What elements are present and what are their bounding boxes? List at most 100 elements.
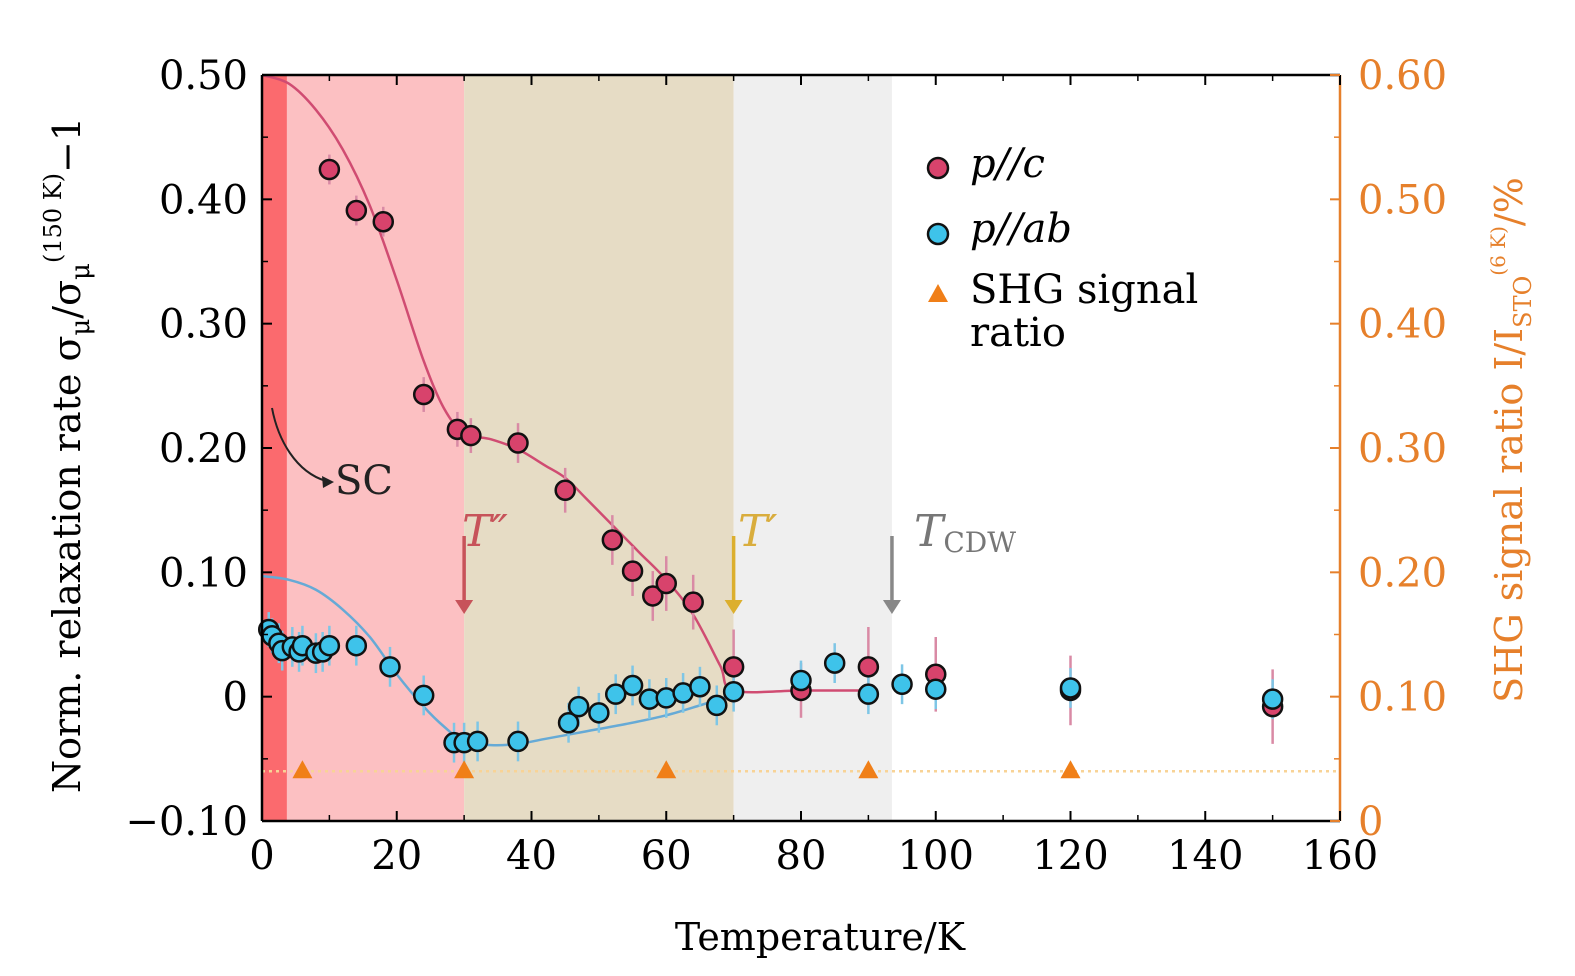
point-p-ab-34 [1261, 688, 1284, 710]
legend: p//c p//ab SHG signal ratio [926, 141, 1198, 356]
y-label-sup2: (150 K) [39, 173, 67, 263]
sc-label: SC [335, 458, 393, 504]
shg-point-2 [656, 760, 677, 779]
y-tick-label-5: 0.40 [159, 177, 248, 223]
point-p-c-7 [554, 479, 576, 502]
point-p-c-0 [318, 158, 341, 181]
point-p-ab-15 [466, 730, 489, 753]
shg-point-3 [858, 760, 879, 779]
point-p-c-3 [412, 383, 435, 406]
point-p-ab-27 [722, 680, 745, 703]
y-tick-label-3: 0.20 [159, 426, 248, 472]
point-p-ab-29 [823, 652, 846, 674]
point-p-c-12 [682, 591, 704, 613]
shg-point-4 [1060, 760, 1081, 779]
y2-tick-label-1: 0.10 [1358, 675, 1447, 721]
x-tick-label-6: 120 [1032, 833, 1108, 879]
transition-arrows [455, 536, 901, 614]
y2-tick-label-6: 0.60 [1358, 53, 1447, 99]
t-prime-label: T′ [738, 506, 777, 557]
sc-arrowhead [322, 476, 334, 488]
x-tick-label-7: 140 [1167, 833, 1243, 879]
t-cdw-label: TCDW [914, 506, 1016, 559]
x-tick-label-1: 20 [371, 833, 422, 879]
y-tick-label-2: 0.10 [159, 550, 248, 596]
point-p-c-5 [460, 424, 482, 447]
point-p-ab-25 [689, 675, 711, 698]
y-axis-label: Norm. relaxation rate σμ/σμ(150 K)−1 [39, 117, 96, 793]
point-p-c-10 [642, 585, 664, 607]
y-tick-label-0: −0.10 [125, 799, 248, 845]
y2-tick-label-4: 0.40 [1358, 302, 1447, 348]
y2-label-pre: SHG signal ratio I/I [1487, 328, 1531, 703]
t-double-prime-post: ″ [491, 506, 508, 557]
y2-label-sup: (6 K) [1486, 226, 1510, 276]
legend-marker-p-ab [926, 222, 950, 246]
point-p-c-6 [507, 432, 529, 454]
sc-annotation: SC [271, 407, 393, 504]
y-label-mid: /σ [45, 280, 89, 319]
point-p-c-8 [601, 529, 624, 551]
x-tick-label-4: 80 [776, 833, 827, 879]
x-tick-label-0: 0 [249, 833, 274, 879]
sc-arrow [271, 407, 327, 482]
point-p-c-13 [722, 656, 745, 678]
arrow-tcdw3-head [882, 600, 901, 614]
fit-curve-p-c [261, 73, 869, 694]
y2-label-post: /% [1487, 177, 1531, 226]
y-tick-label-6: 0.50 [159, 53, 248, 99]
x-tick-label-8: 160 [1302, 833, 1378, 879]
point-p-ab-31 [891, 673, 913, 695]
point-p-ab-18 [567, 695, 590, 718]
region-1 [286, 75, 465, 821]
point-p-ab-33 [1059, 677, 1082, 699]
y-label-sub1: μ [66, 319, 96, 336]
y-label-pre: Norm. relaxation rate σ [45, 336, 89, 793]
shg-point-1 [454, 760, 475, 779]
y2-axis-label: SHG signal ratio I/ISTO(6 K)/% [1486, 177, 1537, 703]
x-tick-label-2: 40 [506, 833, 557, 879]
point-p-c-1 [345, 199, 368, 222]
x-tick-label-5: 100 [898, 833, 974, 879]
y2-label-sub: STO [1509, 276, 1537, 328]
shg-points [292, 760, 1081, 779]
shg-point-0 [292, 760, 313, 779]
point-p-c-15 [857, 656, 880, 678]
y-tick-label-4: 0.30 [159, 302, 248, 348]
y2-tick-label-5: 0.50 [1358, 177, 1447, 223]
x-axis-label: Temperature/K [675, 915, 966, 959]
t-prime-post: ′ [767, 506, 777, 557]
point-p-ab-12 [412, 684, 435, 707]
point-p-c-9 [621, 560, 644, 582]
point-p-ab-19 [588, 702, 610, 724]
y-label-post: −1 [45, 117, 89, 173]
axis-ticks: 0 20 40 60 80 100 120 140 160−0.1000.100.200.300… [125, 53, 1447, 879]
y2-tick-label-2: 0.20 [1358, 550, 1447, 596]
y-tick-label-1: 0 [223, 675, 248, 721]
legend-label-shg-line2: ratio [970, 310, 1066, 356]
t-double-prime-main: T [462, 506, 495, 557]
legend-label-shg-line1: SHG signal [970, 267, 1198, 313]
y2-tick-label-3: 0.30 [1358, 426, 1447, 472]
legend-marker-shg [928, 284, 948, 302]
point-p-ab-10 [345, 634, 368, 657]
point-p-ab-9 [318, 634, 341, 657]
legend-label-p-c: p//c [970, 141, 1045, 187]
x-tick-label-3: 60 [641, 833, 692, 879]
point-p-ab-32 [925, 678, 947, 700]
arrow-t2-head [724, 600, 743, 614]
point-p-ab-28 [790, 669, 812, 692]
y2-tick-label-0: 0 [1358, 799, 1383, 845]
point-p-c-11 [655, 572, 677, 595]
arrow-t1-head [455, 600, 474, 614]
legend-label-p-ab: p//ab [970, 206, 1072, 252]
data-points [257, 158, 1284, 754]
t-cdw-sub: CDW [943, 526, 1016, 559]
point-p-ab-20 [604, 683, 627, 705]
point-p-c-2 [372, 210, 395, 233]
t-prime-main: T [738, 506, 771, 557]
y-label-sub2: μ [66, 263, 96, 280]
point-p-ab-16 [507, 730, 529, 753]
point-p-ab-30 [857, 683, 880, 705]
